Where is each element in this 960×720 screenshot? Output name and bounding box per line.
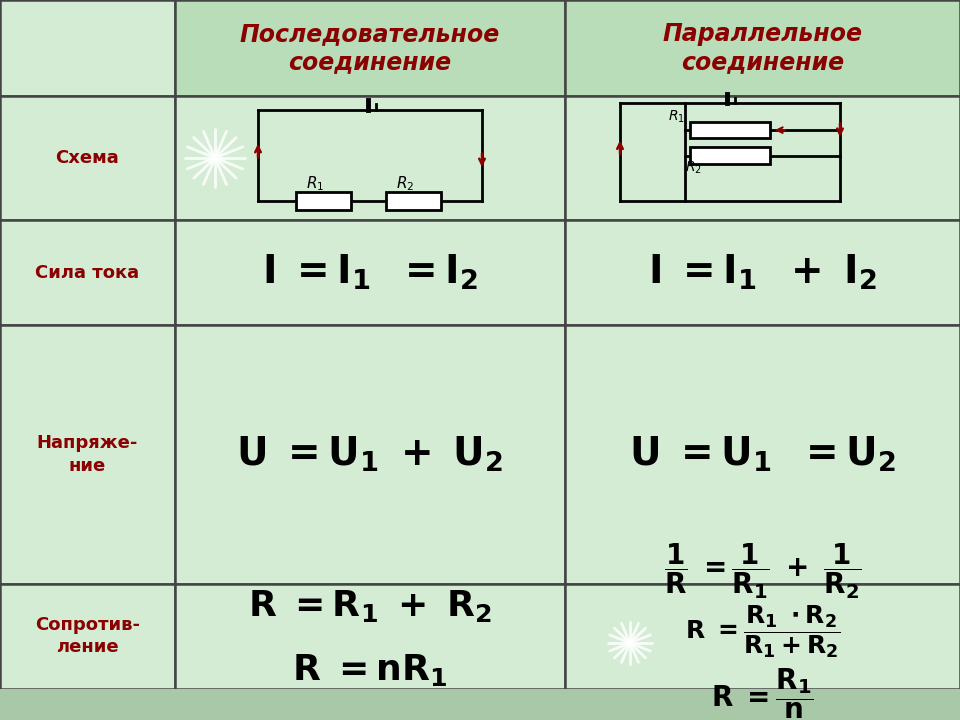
Text: $\mathbf{R\ =\dfrac{R_1}{n}}$: $\mathbf{R\ =\dfrac{R_1}{n}}$ [711,667,814,720]
Text: Схема: Схема [56,149,119,167]
Bar [386,192,441,210]
Bar [0,325,175,584]
Bar [565,220,960,325]
Bar [565,96,960,220]
Bar [175,325,565,584]
Bar [296,192,351,210]
Bar [175,584,565,689]
Text: $R_2$: $R_2$ [685,159,702,176]
Text: $\mathbf{\dfrac{1}{R}\ =\dfrac{1}{R_1}\ +\ \dfrac{1}{R_2}}$: $\mathbf{\dfrac{1}{R}\ =\dfrac{1}{R_1}\ … [663,541,861,601]
Text: Сила тока: Сила тока [36,264,139,282]
Text: Сопротив-
ление: Сопротив- ление [35,616,140,657]
Bar [0,96,175,220]
Text: $\mathbf{U\ =U_1\ +\ U_2}$: $\mathbf{U\ =U_1\ +\ U_2}$ [236,435,504,474]
Text: $\mathbf{U\ =U_1\ \ =U_2}$: $\mathbf{U\ =U_1\ \ =U_2}$ [629,435,896,474]
Bar [690,148,770,163]
Text: Последовательное
соединение: Последовательное соединение [240,22,500,73]
Bar [690,122,770,138]
Text: Параллельное
соединение: Параллельное соединение [662,22,862,73]
Bar [175,0,565,96]
Bar [565,0,960,96]
Text: $\mathbf{R\ =nR_1}$: $\mathbf{R\ =nR_1}$ [292,652,447,688]
Bar [565,584,960,689]
Text: $R_1$: $R_1$ [668,109,684,125]
Text: $\mathbf{I\ =I_1\ \ +\ I_2}$: $\mathbf{I\ =I_1\ \ +\ I_2}$ [648,253,876,292]
Bar [175,96,565,220]
Bar [565,325,960,584]
Bar [0,0,175,96]
Text: $R_2$: $R_2$ [396,174,414,193]
Text: $R_1$: $R_1$ [306,174,324,193]
Text: Напряже-
ние: Напряже- ние [36,434,138,474]
Text: $\mathbf{I\ =I_1\ \ =I_2}$: $\mathbf{I\ =I_1\ \ =I_2}$ [262,253,478,292]
Bar [0,220,175,325]
Bar [175,220,565,325]
Bar [0,584,175,689]
Text: $\mathbf{R\ =R_1\ +\ R_2}$: $\mathbf{R\ =R_1\ +\ R_2}$ [248,588,492,624]
Text: $\mathbf{R\ =\dfrac{R_1\ \cdot R_2}{R_1+R_2}}$: $\mathbf{R\ =\dfrac{R_1\ \cdot R_2}{R_1+… [684,603,840,660]
